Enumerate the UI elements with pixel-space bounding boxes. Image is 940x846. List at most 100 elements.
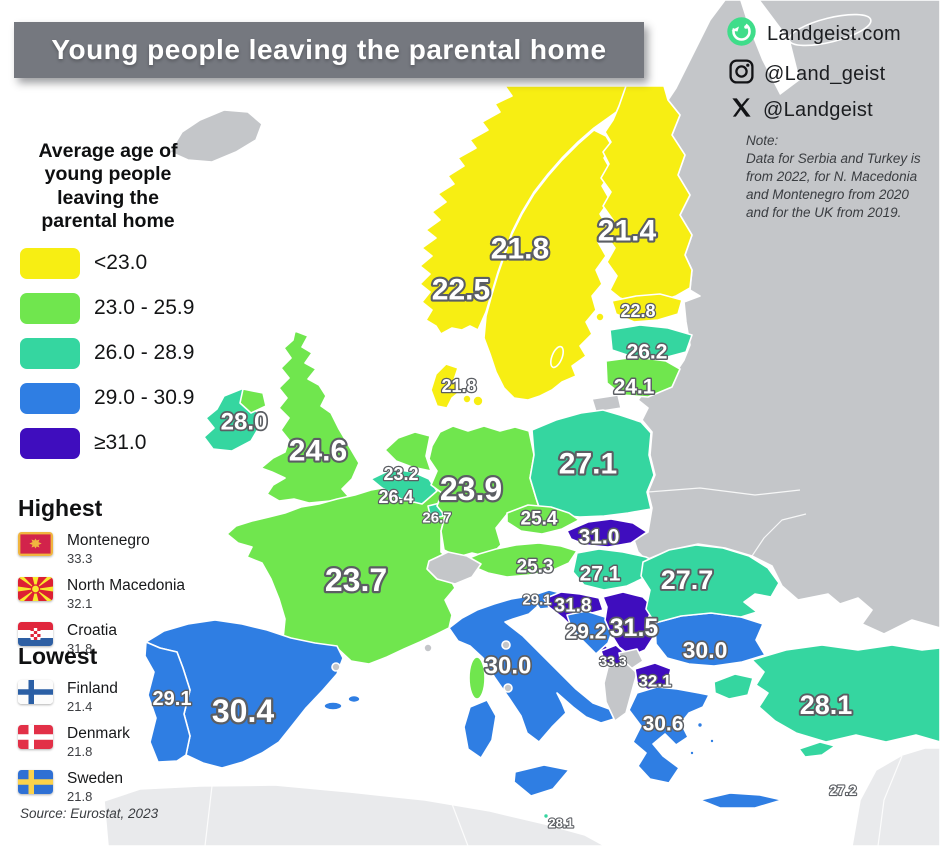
country-shape-poland (529, 409, 655, 518)
legend-label: 26.0 - 28.9 (94, 341, 195, 365)
levant-landmass (851, 747, 940, 846)
country-shape-denmark (430, 363, 463, 409)
rank-country: Denmark (67, 725, 130, 743)
ukraine-border (751, 513, 807, 557)
gotland-island (549, 345, 565, 369)
legend-label: ≥31.0 (94, 431, 147, 455)
map-label-netherlands: 23.2 (383, 464, 418, 484)
sweden-flag-icon (18, 770, 53, 795)
aegean-island3 (689, 750, 695, 756)
map-label-france: 23.7 (325, 562, 387, 598)
map-label-poland: 27.1 (559, 448, 617, 481)
map-label-croatia: 31.8 (555, 596, 592, 617)
kaliningrad-shape (591, 394, 622, 413)
social-links: Landgeist.com @Land_geist @Landgeist (726, 16, 901, 131)
map-label-austria: 25.3 (517, 557, 554, 578)
website-label[interactable]: Landgeist.com (767, 22, 901, 45)
map-label-serbia: 31.5 (610, 614, 659, 642)
legend-swatch-green (20, 292, 80, 324)
map-value-labels: 22.521.821.421.822.826.224.128.024.623.2… (151, 212, 858, 831)
aegean-island2 (709, 738, 715, 744)
country-shape-netherlands (384, 431, 432, 472)
legend-row-2: 23.0 - 25.9 (8, 292, 208, 324)
map-label-spain: 30.4 (212, 693, 274, 729)
country-shape-latvia (609, 324, 693, 360)
denmark-island (462, 394, 472, 404)
country-shape-n-ireland (239, 388, 267, 414)
rank-country: Sweden (67, 770, 124, 788)
map-label-denmark: 21.8 (441, 376, 476, 396)
country-shape-turkey-thrace (713, 673, 754, 700)
map-label-germany: 23.9 (440, 471, 502, 507)
country-shape-turkey (751, 644, 940, 743)
note-heading: Note: (746, 133, 779, 148)
sardinia-island (463, 699, 497, 759)
legend-swatch-purple (20, 427, 80, 459)
x-icon (726, 96, 753, 124)
landgeist-logo-icon (726, 16, 757, 52)
country-shape-czechia (506, 504, 580, 535)
map-label-lithuania: 24.1 (614, 376, 655, 399)
country-shape-albania (603, 662, 638, 722)
map-label-portugal: 29.1 (153, 688, 192, 710)
africa-landmass (103, 784, 606, 846)
map-label-malta: 28.1 (548, 816, 573, 831)
aegean-island (696, 721, 704, 729)
country-shape-malta (542, 812, 550, 820)
source-note: Source: Eurostat, 2023 (20, 806, 159, 821)
rank-row-finland: Finland 21.4 (18, 680, 238, 714)
rank-value: 32.1 (67, 596, 93, 612)
x-row[interactable]: @Landgeist (726, 96, 901, 124)
north-macedonia-flag-icon (18, 577, 53, 602)
x-handle[interactable]: @Landgeist (763, 98, 874, 121)
instagram-handle[interactable]: @Land_geist (764, 62, 886, 85)
website-row[interactable]: Landgeist.com (726, 16, 901, 52)
map-label-uk: 24.6 (289, 435, 347, 468)
map-label-sweden: 21.8 (491, 233, 549, 266)
highest-ranking: Highest Montenegro 33.3 (18, 495, 238, 667)
map-label-ireland: 28.0 (221, 409, 268, 436)
rank-value: 21.8 (67, 789, 93, 805)
rank-value: 21.4 (67, 699, 93, 715)
levant-border (877, 755, 903, 846)
legend-row-1: <23.0 (8, 247, 208, 279)
microstate-monaco (423, 643, 433, 653)
denmark-flag-icon (18, 725, 53, 750)
map-label-finland: 21.4 (598, 215, 657, 248)
country-shape-lithuania (605, 356, 681, 398)
microstate-vatican (503, 683, 513, 693)
rank-country: Finland (67, 680, 118, 697)
rank-country: Croatia (67, 622, 117, 640)
map-label-north-macedonia: 32.1 (638, 672, 671, 691)
map-label-italy: 30.0 (485, 653, 532, 680)
africa-border (204, 785, 213, 846)
instagram-row[interactable]: @Land_geist (726, 59, 901, 89)
rank-value: 33.3 (67, 551, 93, 567)
country-shape-sweden (483, 129, 613, 401)
microstate-san-marino (501, 640, 511, 650)
country-shape-germany (428, 425, 542, 558)
country-shape-belgium (370, 468, 438, 505)
estonia-island (595, 312, 605, 322)
page-title: Young people leaving the parental home (51, 34, 607, 65)
rank-row-croatia: Croatia 31.8 (18, 622, 238, 656)
lowest-ranking: Lowest Finland 21.4 (18, 643, 238, 815)
country-shape-cyprus (798, 741, 836, 758)
map-label-montenegro: 33.3 (599, 653, 626, 669)
map-label-cyprus: 27.2 (829, 782, 856, 798)
legend-row-3: 26.0 - 28.9 (8, 337, 208, 369)
highest-heading: Highest (18, 495, 103, 521)
country-shape-north-macedonia (634, 662, 672, 692)
legend-label: 29.0 - 30.9 (94, 386, 195, 410)
note-body: Data for Serbia and Turkey is from 2022,… (746, 151, 921, 221)
corsica-island (468, 656, 486, 700)
country-shape-greece (628, 686, 710, 784)
country-shape-uk (260, 330, 360, 504)
crete-island (699, 792, 783, 809)
country-shape-finland (600, 85, 693, 305)
instagram-icon (726, 59, 754, 89)
map-label-slovakia: 31.0 (579, 526, 620, 549)
rank-row-montenegro: Montenegro 33.3 (18, 532, 238, 566)
rank-country: North Macedonia (67, 577, 186, 595)
